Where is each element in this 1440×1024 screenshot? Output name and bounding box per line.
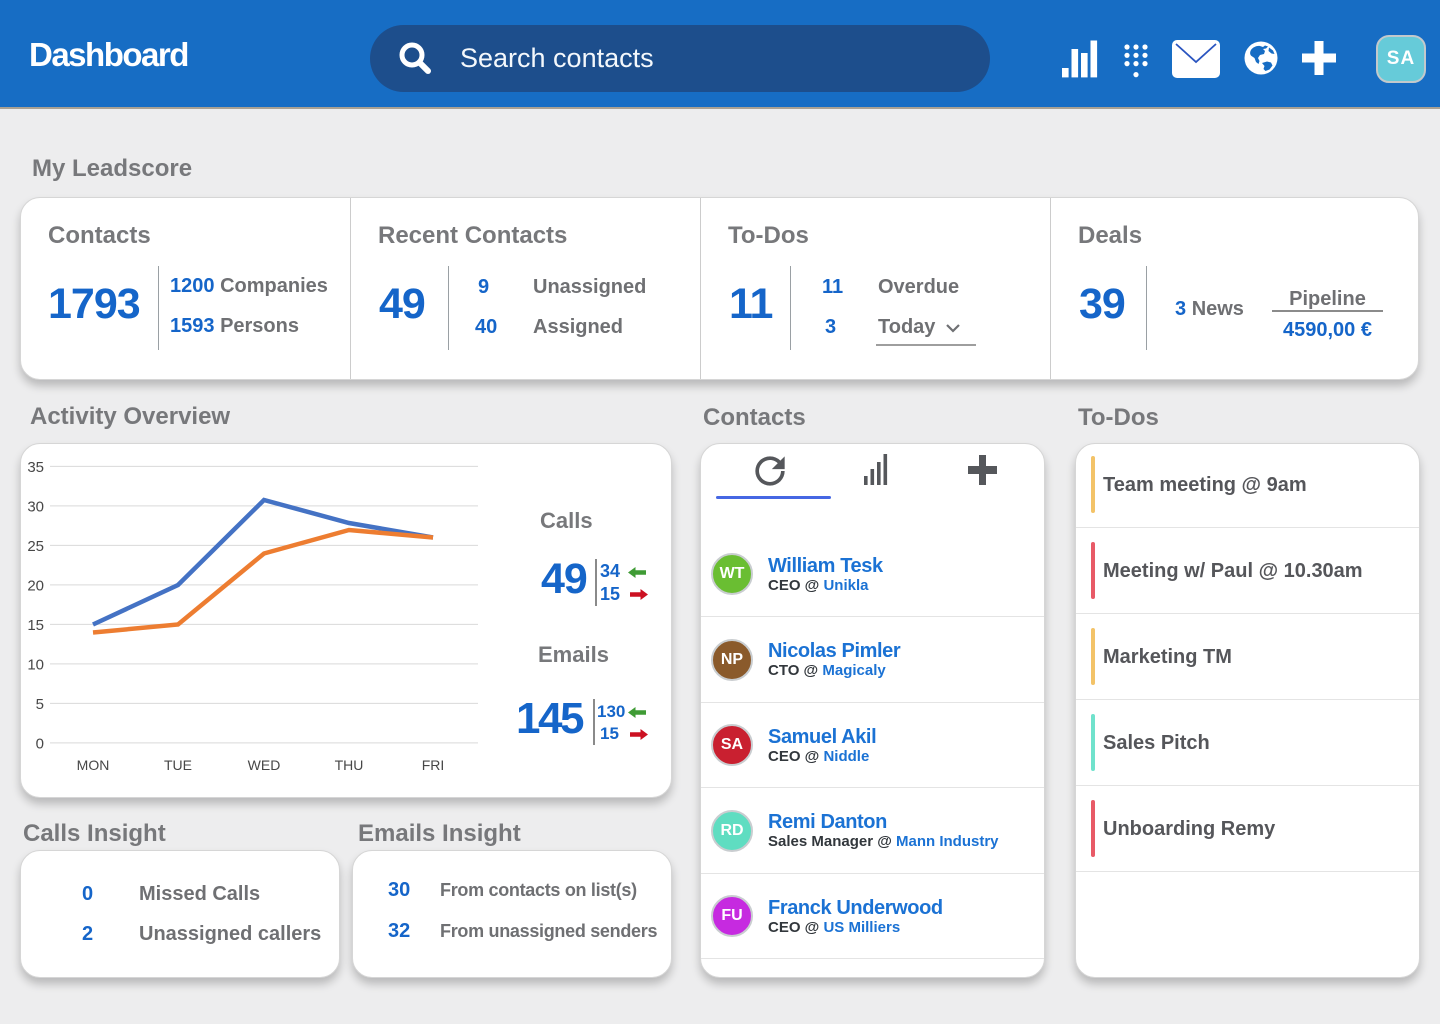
svg-text:MON: MON [77,757,110,773]
svg-text:20: 20 [27,578,44,595]
svg-text:35: 35 [27,459,44,476]
svg-text:25: 25 [27,538,44,555]
svg-text:30: 30 [27,499,44,516]
svg-text:5: 5 [36,696,44,713]
svg-text:THU: THU [335,757,364,773]
svg-text:FRI: FRI [422,757,445,773]
svg-text:15: 15 [27,617,44,634]
svg-text:WED: WED [248,757,281,773]
svg-text:0: 0 [36,736,44,753]
svg-text:TUE: TUE [164,757,192,773]
svg-text:10: 10 [27,657,44,674]
